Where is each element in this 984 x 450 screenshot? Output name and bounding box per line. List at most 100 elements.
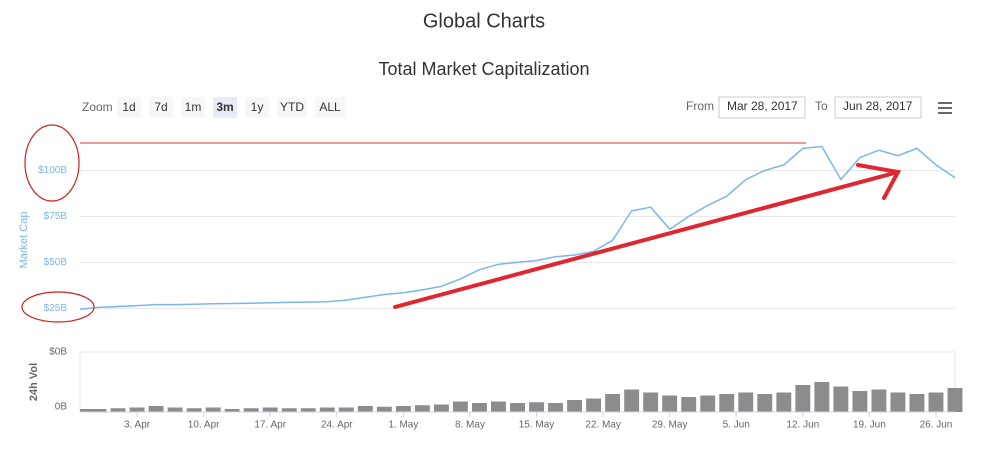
volume-bar — [947, 388, 963, 412]
line-series — [79, 145, 956, 310]
volume-bar — [167, 407, 183, 412]
volume-bar — [719, 394, 735, 412]
volume-bar — [662, 395, 678, 412]
volume-bar — [833, 386, 849, 412]
annotation-circle — [24, 124, 80, 202]
volume-bar — [928, 392, 944, 412]
volume-bar — [243, 408, 259, 412]
volume-bar — [757, 394, 773, 412]
x-tick-label: 10. Apr — [188, 420, 220, 431]
volume-bar — [510, 403, 525, 412]
to-input[interactable] — [834, 96, 922, 119]
zoom-button-label[interactable]: 7d — [154, 100, 167, 114]
x-tick-label: 26. Jun — [920, 420, 953, 431]
arrow-head — [856, 163, 902, 200]
volume-bar — [357, 406, 373, 412]
x-tick-label: 1. May — [388, 420, 418, 431]
volume-bar — [110, 408, 126, 412]
volume-bar — [452, 401, 468, 412]
menu-button[interactable] — [938, 102, 952, 114]
x-tick-label: 5. Jun — [723, 420, 750, 431]
x-tick-label: 22. May — [585, 420, 621, 431]
volume-bar — [205, 407, 221, 412]
volume-bar — [890, 392, 906, 412]
volume-bar — [148, 406, 164, 412]
x-tick-label: 8. May — [455, 420, 485, 431]
from-input[interactable] — [718, 96, 806, 119]
x-tick-label: 12. Jun — [786, 420, 819, 431]
volume-bar — [852, 391, 868, 412]
zoom-button-label[interactable]: 1d — [122, 100, 135, 114]
volume-bar — [624, 389, 640, 412]
volume-bar — [319, 407, 335, 412]
volume-bar — [472, 403, 487, 412]
arrow-shaft — [393, 170, 900, 309]
zoom-button[interactable] — [117, 97, 141, 118]
to-label: To — [815, 99, 828, 113]
zoom-button-label[interactable]: 3m — [216, 100, 233, 114]
x-tick-label: 3. Apr — [124, 420, 151, 431]
y-tick-label: $25B — [44, 303, 68, 314]
zoom-button[interactable] — [277, 97, 307, 118]
volume-bar — [281, 408, 297, 412]
volume-bar — [129, 407, 145, 412]
volume-bar — [414, 405, 430, 412]
y-axis-label: Market Cap — [18, 212, 30, 269]
y-axis-label: 24h Vol — [28, 363, 40, 401]
annotation-arrow — [393, 163, 902, 309]
zoom-button-label[interactable]: 1y — [251, 100, 264, 114]
volume-bar — [567, 400, 583, 412]
x-tick-label: 19. Jun — [853, 420, 886, 431]
y-tick-label: $100B — [38, 165, 67, 176]
volume-bar — [529, 402, 544, 412]
volume-bar — [395, 406, 411, 412]
volume-bar — [643, 392, 659, 412]
volume-bar — [491, 401, 506, 412]
volume-bar — [376, 406, 392, 412]
volume-bar — [300, 408, 316, 412]
zoom-button-label[interactable]: 1m — [185, 100, 202, 114]
volume-bar — [700, 395, 716, 412]
zoom-button[interactable] — [181, 97, 205, 118]
y-tick-label: $75B — [44, 211, 68, 222]
zoom-button[interactable] — [315, 97, 345, 118]
volume-bar — [795, 385, 811, 412]
menu-bar — [938, 112, 952, 114]
x-tick-label: 24. Apr — [321, 420, 353, 431]
plot: $25B $50B $75B $100B $0B 0B 3. Apr 10. Apr 17. A… — [38, 145, 963, 431]
zoom-button-label[interactable]: YTD — [280, 100, 304, 114]
volume-bar — [186, 408, 202, 412]
from-value[interactable]: Mar 28, 2017 — [727, 99, 798, 113]
zoom-label: Zoom — [82, 100, 113, 114]
volume-bar — [776, 392, 792, 412]
zoom-button[interactable] — [245, 97, 269, 118]
volume-bar — [548, 403, 563, 412]
volume-bar — [814, 382, 830, 412]
from-label: From — [686, 99, 714, 113]
to-value[interactable]: Jun 28, 2017 — [843, 99, 913, 113]
volume-bar — [91, 409, 107, 412]
zoom-button[interactable] — [213, 97, 237, 118]
volume-bar — [909, 394, 925, 412]
volume-bar — [433, 404, 449, 412]
volume-bar — [224, 409, 240, 412]
x-tick-label: 17. Apr — [254, 420, 286, 431]
page-title: Global Charts — [423, 10, 545, 32]
volume-bar — [605, 394, 621, 412]
y-tick-label: $50B — [44, 257, 68, 268]
volume-bar — [262, 407, 278, 412]
volume-bar — [586, 398, 602, 412]
x-tick-label: 29. May — [652, 420, 688, 431]
menu-bar — [938, 107, 952, 109]
volume-bar — [738, 392, 754, 412]
y-tick-label: $0B — [49, 347, 67, 358]
volume-bar — [871, 389, 887, 412]
volume-bar — [80, 409, 95, 412]
zoom-button[interactable] — [149, 97, 173, 118]
zoom-button-label[interactable]: ALL — [319, 100, 341, 114]
y-tick-label: 0B — [55, 402, 68, 413]
annotation-circle — [21, 291, 95, 323]
menu-bar — [938, 102, 952, 104]
